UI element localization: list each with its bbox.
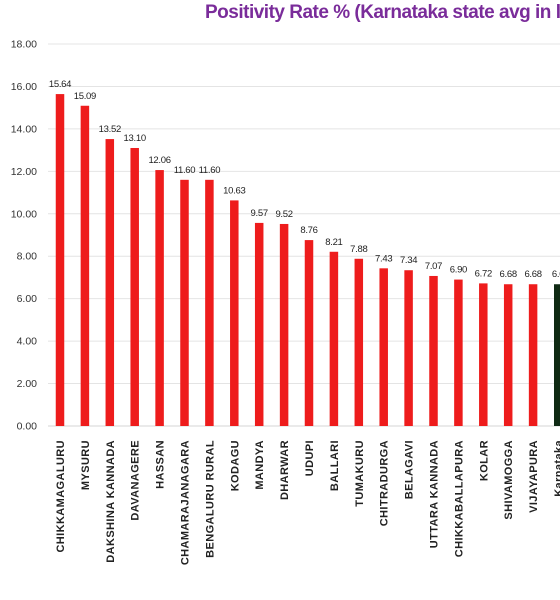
- data-label: 15.09: [74, 91, 96, 102]
- bar: [528, 284, 538, 426]
- data-label: 6.6: [552, 269, 560, 280]
- bar: [503, 284, 513, 426]
- x-tick-label: VIJAYAPURA: [528, 440, 540, 513]
- x-tick-label: UDUPI: [304, 440, 316, 476]
- data-label: 8.21: [325, 237, 342, 248]
- y-tick-label: 16.00: [11, 81, 37, 93]
- x-tick-label: DAVANAGERE: [130, 440, 142, 521]
- y-tick-label: 4.00: [17, 336, 38, 348]
- y-tick-label: 0.00: [17, 421, 38, 433]
- data-label: 7.88: [350, 244, 367, 255]
- data-label: 8.76: [300, 225, 317, 236]
- x-tick-label: CHAMARAJANAGARA: [180, 440, 192, 565]
- y-tick-label: 6.00: [17, 293, 38, 305]
- x-tick-label: KOLAR: [478, 440, 490, 481]
- x-axis: CHIKKAMAGALURU MYSURU DAKSHINA KANNADA DAVA…: [55, 440, 560, 566]
- data-label: 13.10: [124, 133, 146, 144]
- y-tick-label: 8.00: [17, 251, 38, 263]
- data-label: 7.07: [425, 261, 442, 272]
- bar: [205, 179, 214, 426]
- bar: [80, 105, 90, 427]
- y-tick-label: 14.00: [11, 123, 37, 135]
- bar: [230, 200, 239, 426]
- bar: [304, 240, 314, 426]
- x-tick-label: UTTARA KANNADA: [429, 440, 441, 548]
- data-label: 6.68: [500, 269, 517, 280]
- bars: [55, 94, 560, 427]
- data-label: 9.52: [275, 209, 292, 220]
- y-tick-label: 18.00: [11, 39, 37, 51]
- bar: [354, 258, 364, 426]
- bar: [55, 94, 65, 426]
- data-label: 7.34: [400, 255, 417, 266]
- x-tick-label: BELAGAVI: [404, 440, 416, 499]
- x-tick-label: DAKSHINA KANNADA: [105, 440, 117, 563]
- bar: [379, 268, 388, 426]
- x-tick-label: Karnataka: [553, 440, 560, 497]
- y-tick-label: 10.00: [11, 208, 37, 220]
- data-label: 6.72: [475, 268, 492, 279]
- y-axis: 0.00 2.00 4.00 6.00 8.00 10.00 12.00 14.00 16.00…: [11, 39, 37, 433]
- bar: [404, 270, 413, 426]
- data-label: 11.60: [174, 165, 196, 176]
- y-tick-label: 12.00: [11, 166, 37, 178]
- x-tick-label: MANDYA: [254, 440, 266, 490]
- bar: [180, 179, 189, 426]
- x-tick-label: HASSAN: [155, 440, 167, 489]
- bar: [105, 139, 115, 426]
- bar: [554, 284, 560, 426]
- x-tick-label: CHIKKABALLAPURA: [453, 440, 465, 557]
- bar: [429, 275, 438, 426]
- bar: [254, 222, 264, 426]
- x-tick-label: CHIKKAMAGALURU: [55, 440, 67, 553]
- x-tick-label: DHARWAR: [279, 440, 291, 500]
- data-label: 7.43: [375, 253, 392, 264]
- data-label: 9.57: [251, 208, 268, 219]
- x-tick-label: BENGALURU RURAL: [204, 440, 216, 558]
- data-label: 6.68: [524, 269, 541, 280]
- y-tick-label: 2.00: [17, 378, 38, 390]
- bar: [479, 283, 488, 426]
- x-tick-label: MYSURU: [80, 440, 92, 490]
- x-tick-label: CHITRADURGA: [379, 440, 391, 526]
- bar: [155, 170, 164, 426]
- x-tick-label: TUMAKURU: [354, 440, 366, 507]
- data-label: 10.63: [223, 185, 245, 196]
- data-label: 13.52: [99, 124, 121, 135]
- data-label: 12.06: [148, 155, 170, 166]
- bar: [329, 251, 339, 426]
- x-tick-label: BALLARI: [329, 440, 341, 491]
- bar: [279, 223, 289, 426]
- x-tick-label: KODAGU: [229, 440, 241, 491]
- data-label: 15.64: [49, 79, 71, 90]
- x-tick-label: SHIVAMOGGA: [503, 440, 515, 520]
- chart-title: Positivity Rate % (Karnataka state avg i…: [205, 2, 560, 23]
- bar: [454, 279, 463, 426]
- data-label: 11.60: [199, 165, 221, 176]
- bar: [130, 147, 139, 426]
- data-label: 6.90: [450, 265, 467, 276]
